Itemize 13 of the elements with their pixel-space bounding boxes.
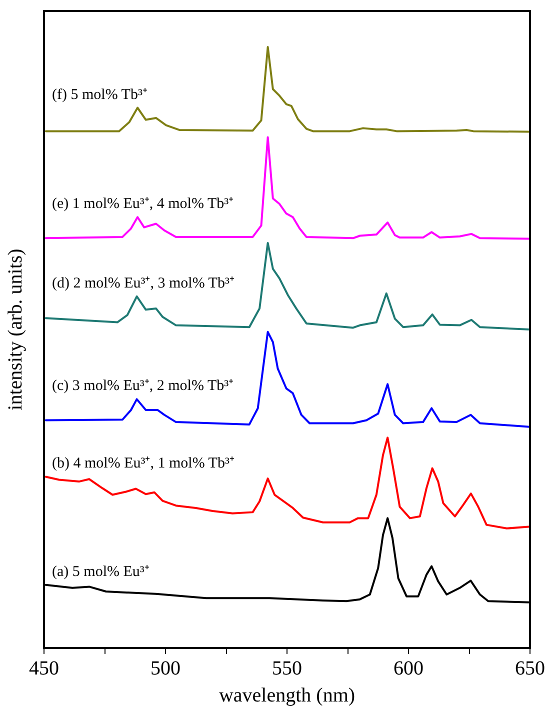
series-label: (c) 3 mol% Eu³⁺, 2 mol% Tb³⁺ bbox=[52, 378, 234, 394]
x-tick-label: 450 bbox=[29, 657, 59, 680]
series-label: (a) 5 mol% Eu³⁺ bbox=[52, 564, 150, 580]
x-tick-label: 550 bbox=[272, 657, 302, 680]
series-label: (e) 1 mol% Eu³⁺, 4 mol% Tb³⁺ bbox=[52, 196, 234, 212]
y-axis-title: intensity (arb. units) bbox=[4, 248, 26, 410]
x-tick-label: 500 bbox=[150, 657, 180, 680]
x-tick-label: 600 bbox=[394, 657, 424, 680]
series-label: (f) 5 mol% Tb³⁺ bbox=[52, 86, 148, 103]
series-label: (d) 2 mol% Eu³⁺, 3 mol% Tb³⁺ bbox=[52, 275, 234, 292]
series-label: (b) 4 mol% Eu³⁺, 1 mol% Tb³⁺ bbox=[52, 456, 234, 472]
x-tick-label: 650 bbox=[515, 657, 545, 680]
x-axis-title: wavelength (nm) bbox=[218, 684, 356, 706]
